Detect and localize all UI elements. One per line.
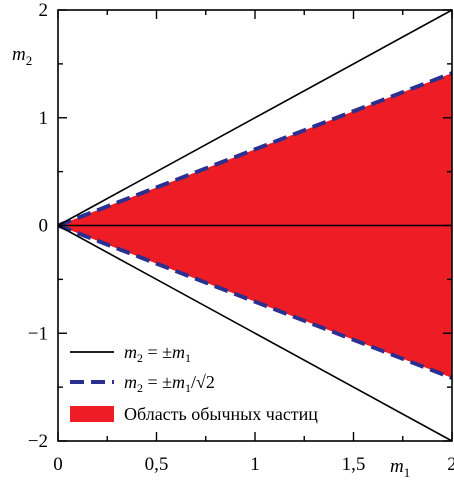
y-axis-title: m2 — [12, 44, 32, 68]
legend-label-dashed: m2 = ±m1/√2 — [124, 372, 215, 395]
legend-swatch-fill — [70, 406, 114, 422]
x-tick-label: 0,5 — [145, 454, 169, 475]
legend-label-fill: Область обычных частиц — [124, 404, 318, 424]
x-axis-title: m1 — [390, 456, 410, 480]
x-tick-label: 0 — [53, 454, 63, 475]
legend-entry-solid: m2 = ±m1 — [70, 342, 191, 365]
solid-line-lower — [57, 224, 453, 442]
legend-entry-fill: Область обычных частиц — [70, 404, 318, 424]
y-tick-label: −1 — [28, 323, 48, 344]
y-tick-label: 0 — [39, 216, 49, 237]
tick-marks — [57, 9, 453, 442]
x-tick-label: 1,5 — [342, 454, 366, 475]
y-tick-label: 2 — [39, 0, 49, 21]
x-tick-label: 2 — [447, 454, 454, 475]
dashed-line-upper — [57, 71, 453, 228]
solid-line-upper — [57, 9, 453, 227]
legend-label-solid: m2 = ±m1 — [124, 342, 191, 365]
tick-labels: 0 0,5 1 1,5 2 −2 −1 0 1 2 — [28, 0, 454, 475]
legend-entry-dashed: m2 = ±m1/√2 — [70, 372, 215, 395]
x-tick-label: 1 — [250, 454, 260, 475]
plot-area — [57, 9, 453, 442]
y-tick-label: 1 — [39, 108, 49, 129]
dashed-line-lower — [57, 223, 453, 380]
y-tick-label: −2 — [28, 431, 48, 452]
legend: m2 = ±m1 m2 = ±m1/√2 Область обычных час… — [70, 342, 318, 424]
